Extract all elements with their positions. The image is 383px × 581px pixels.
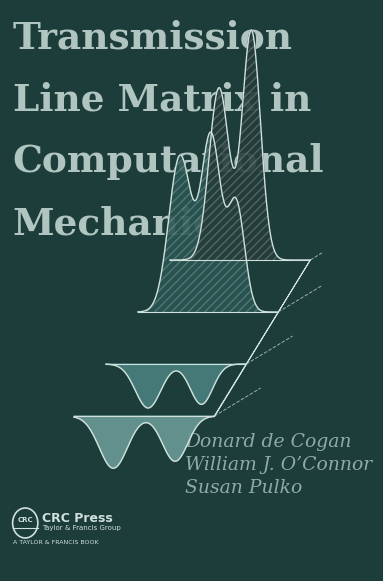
Text: William J. O’Connor: William J. O’Connor (185, 456, 372, 474)
Text: CRC Press: CRC Press (42, 511, 113, 525)
Text: Donard de Cogan: Donard de Cogan (185, 433, 352, 451)
Text: Susan Pulko: Susan Pulko (185, 479, 302, 497)
Polygon shape (106, 364, 246, 408)
Polygon shape (138, 132, 278, 312)
Polygon shape (214, 364, 246, 417)
Text: Mechanics: Mechanics (13, 205, 238, 242)
Polygon shape (74, 416, 214, 468)
Text: A TAYLOR & FRANCIS BOOK: A TAYLOR & FRANCIS BOOK (13, 540, 98, 546)
Text: CRC: CRC (17, 517, 33, 523)
Polygon shape (246, 312, 278, 364)
Polygon shape (170, 30, 310, 260)
Text: Line Matrix in: Line Matrix in (13, 81, 311, 118)
Text: Transmission: Transmission (13, 19, 293, 56)
Text: Computational: Computational (13, 143, 324, 180)
Polygon shape (278, 260, 310, 312)
Text: Taylor & Francis Group: Taylor & Francis Group (42, 525, 121, 531)
